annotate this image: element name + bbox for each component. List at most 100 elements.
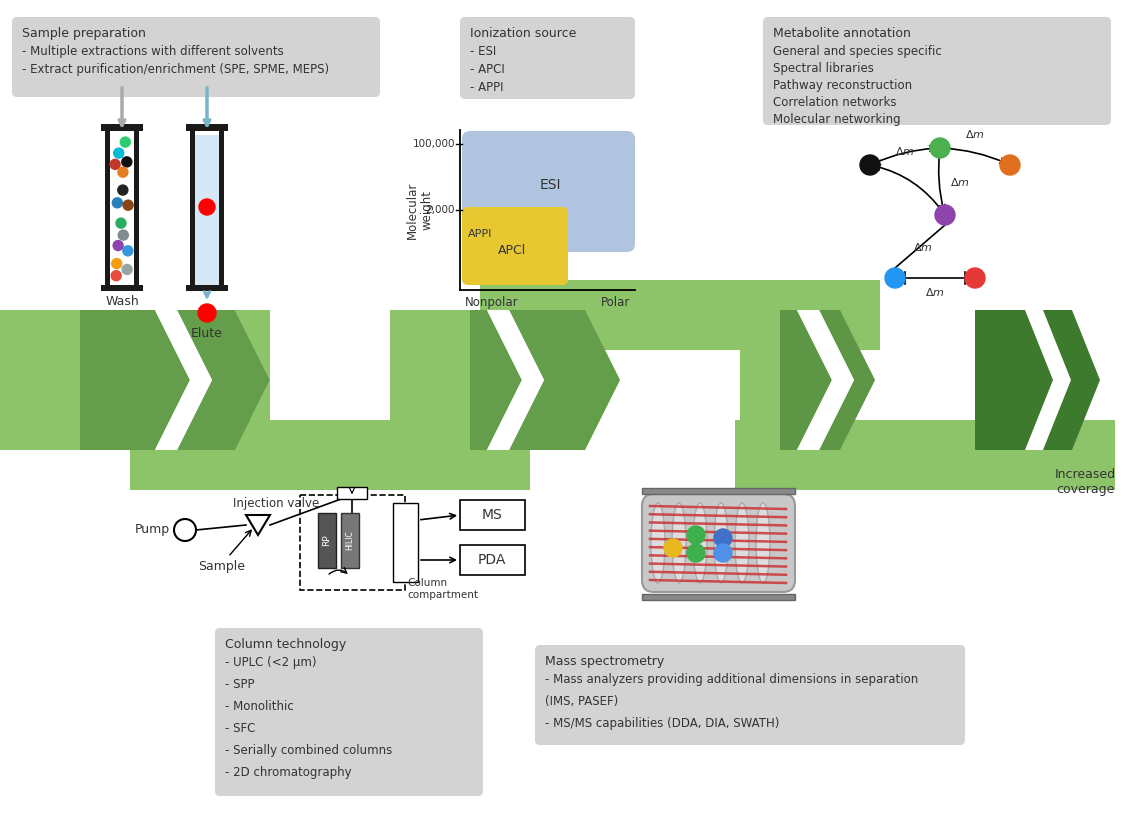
Circle shape	[116, 218, 126, 228]
Text: $\Delta m$: $\Delta m$	[965, 128, 985, 140]
Circle shape	[860, 155, 881, 175]
Bar	[480, 280, 620, 310]
Polygon shape	[129, 310, 270, 490]
FancyBboxPatch shape	[535, 645, 965, 745]
Bar	[480, 280, 881, 350]
Bar	[318, 513, 336, 568]
Circle shape	[114, 148, 124, 158]
Polygon shape	[797, 310, 854, 450]
Polygon shape	[0, 310, 80, 450]
Circle shape	[111, 270, 122, 281]
Circle shape	[110, 159, 120, 169]
Text: General and species specific: General and species specific	[774, 45, 941, 58]
Circle shape	[122, 157, 132, 167]
Bar	[461, 545, 525, 575]
Ellipse shape	[651, 503, 665, 583]
Circle shape	[118, 185, 128, 195]
Text: MS: MS	[482, 508, 502, 522]
Bar	[101, 285, 143, 291]
Bar	[129, 450, 270, 490]
Text: Pathway reconstruction: Pathway reconstruction	[774, 79, 912, 92]
Text: Metabolite annotation: Metabolite annotation	[774, 27, 911, 40]
Circle shape	[714, 529, 732, 547]
Circle shape	[111, 259, 122, 269]
Circle shape	[714, 544, 732, 562]
Text: $\Delta m$: $\Delta m$	[895, 145, 914, 157]
Text: Injection valve: Injection valve	[233, 497, 320, 510]
Text: Elute: Elute	[191, 327, 223, 340]
Circle shape	[120, 137, 131, 147]
Text: 2,000: 2,000	[426, 205, 455, 215]
Bar	[390, 450, 530, 490]
Text: $\Delta m$: $\Delta m$	[926, 286, 945, 298]
Polygon shape	[0, 310, 270, 450]
Bar	[735, 450, 875, 490]
Text: Molecular
weight: Molecular weight	[406, 181, 434, 239]
Text: Mass spectrometry: Mass spectrometry	[545, 655, 664, 668]
FancyBboxPatch shape	[642, 494, 795, 592]
Bar	[186, 285, 227, 291]
Bar	[300, 495, 405, 590]
FancyBboxPatch shape	[763, 17, 1111, 125]
Bar	[337, 487, 367, 499]
Bar	[190, 130, 195, 285]
Circle shape	[123, 200, 133, 210]
Text: Wash: Wash	[105, 295, 138, 308]
Text: - APCI: - APCI	[470, 63, 504, 76]
Bar	[134, 130, 138, 285]
Circle shape	[198, 304, 216, 322]
Text: Column technology: Column technology	[225, 638, 347, 651]
FancyBboxPatch shape	[462, 207, 568, 285]
Text: - Monolithic: - Monolithic	[225, 700, 294, 713]
Text: Polar: Polar	[600, 296, 631, 309]
Text: - Mass analyzers providing additional dimensions in separation: - Mass analyzers providing additional di…	[545, 673, 918, 686]
Text: Sample preparation: Sample preparation	[23, 27, 146, 40]
Bar	[393, 503, 418, 582]
Text: Molecular networking: Molecular networking	[774, 113, 901, 126]
Circle shape	[113, 240, 123, 251]
Text: - Extract purification/enrichment (SPE, SPME, MEPS): - Extract purification/enrichment (SPE, …	[23, 63, 329, 76]
Polygon shape	[155, 310, 212, 450]
Polygon shape	[390, 310, 620, 450]
Bar	[642, 488, 795, 494]
Circle shape	[664, 539, 682, 557]
Text: ESI: ESI	[539, 178, 561, 192]
Text: Nonpolar: Nonpolar	[465, 296, 519, 309]
Polygon shape	[155, 310, 212, 450]
Text: RP: RP	[322, 534, 331, 546]
Bar	[735, 420, 1115, 490]
Circle shape	[930, 138, 950, 158]
Text: - UPLC (<2 μm): - UPLC (<2 μm)	[225, 656, 316, 669]
Text: Sample: Sample	[198, 560, 245, 573]
Polygon shape	[488, 310, 544, 450]
Polygon shape	[80, 310, 270, 450]
Text: - MS/MS capabilities (DDA, DIA, SWATH): - MS/MS capabilities (DDA, DIA, SWATH)	[545, 717, 779, 730]
Circle shape	[1000, 155, 1020, 175]
Text: $\Delta m$: $\Delta m$	[950, 176, 969, 187]
Polygon shape	[470, 310, 620, 450]
Text: APPI: APPI	[468, 229, 492, 239]
Ellipse shape	[756, 503, 770, 583]
Circle shape	[885, 268, 905, 288]
Circle shape	[122, 265, 132, 275]
Circle shape	[687, 526, 705, 544]
Polygon shape	[797, 310, 854, 450]
Circle shape	[113, 198, 123, 208]
FancyBboxPatch shape	[215, 628, 483, 796]
Text: 100,000: 100,000	[412, 139, 455, 149]
Text: HILIC: HILIC	[346, 530, 355, 550]
Bar	[461, 500, 525, 530]
Text: $\Delta m$: $\Delta m$	[913, 240, 932, 252]
Text: (IMS, PASEF): (IMS, PASEF)	[545, 695, 618, 708]
Bar	[101, 124, 143, 131]
Text: Ionization source: Ionization source	[470, 27, 577, 40]
Circle shape	[935, 205, 955, 225]
Ellipse shape	[714, 503, 729, 583]
Ellipse shape	[692, 503, 707, 583]
Bar	[105, 130, 110, 285]
Bar	[186, 124, 227, 131]
Circle shape	[118, 167, 128, 177]
Circle shape	[965, 268, 985, 288]
FancyBboxPatch shape	[12, 17, 379, 97]
Text: - SPP: - SPP	[225, 678, 254, 691]
